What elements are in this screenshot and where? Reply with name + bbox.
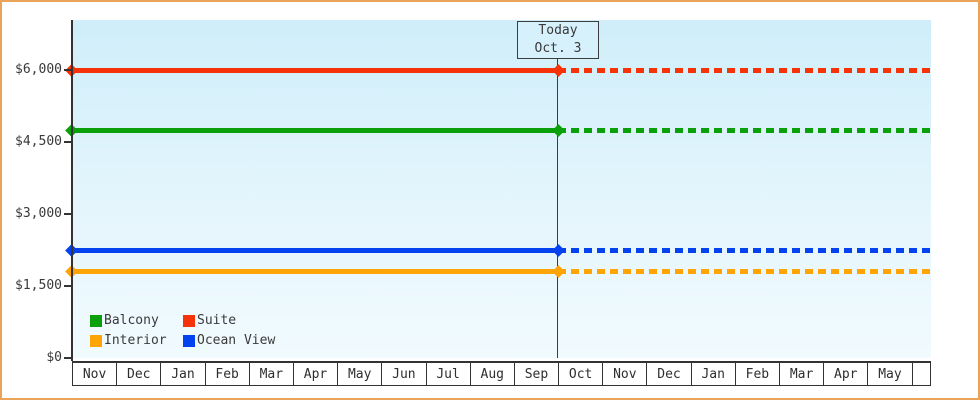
legend-swatch-suite bbox=[183, 315, 195, 327]
price-marker-suite bbox=[551, 63, 565, 77]
x-axis-month: Apr bbox=[294, 363, 339, 385]
y-axis-tick-mark bbox=[64, 285, 72, 287]
price-marker-ocean-view bbox=[551, 243, 565, 257]
x-axis-month: Jan bbox=[692, 363, 736, 385]
price-line-suite-future bbox=[558, 67, 931, 73]
today-label-line2: Oct. 3 bbox=[534, 41, 582, 56]
legend-swatch-balcony bbox=[90, 315, 102, 327]
x-axis-month: Apr bbox=[824, 363, 869, 385]
y-axis-tick-mark bbox=[64, 69, 72, 71]
y-axis-tick-label: $0 bbox=[46, 350, 62, 365]
x-axis-month: May bbox=[868, 363, 913, 385]
y-axis-tick-label: $6,000 bbox=[15, 62, 62, 77]
today-vertical-line bbox=[557, 59, 558, 358]
legend-swatch-interior bbox=[90, 335, 102, 347]
price-marker-interior bbox=[551, 265, 565, 278]
y-axis-tick-mark bbox=[64, 357, 72, 359]
x-axis-month: Feb bbox=[736, 363, 780, 385]
x-axis-month: Aug bbox=[471, 363, 515, 385]
x-axis-month: Dec bbox=[647, 363, 692, 385]
x-axis-month: Dec bbox=[117, 363, 162, 385]
x-axis-month: Mar bbox=[250, 363, 294, 385]
x-axis-month: Jul bbox=[427, 363, 471, 385]
legend-item-ocean-view: Ocean View bbox=[183, 334, 275, 348]
x-axis-month: Sep bbox=[515, 363, 560, 385]
x-axis-month: Nov bbox=[73, 363, 118, 385]
legend-label: Interior bbox=[104, 333, 167, 348]
x-axis-month: Jan bbox=[161, 363, 206, 385]
x-axis-month: Feb bbox=[206, 363, 250, 385]
x-axis-month: Jun bbox=[382, 363, 427, 385]
today-label-line1: Today bbox=[538, 23, 578, 38]
price-line-ocean-view-future bbox=[558, 247, 931, 253]
x-axis-month: Oct bbox=[559, 363, 604, 385]
price-line-interior-past bbox=[73, 269, 558, 275]
price-marker-balcony bbox=[551, 123, 565, 137]
price-line-interior-future bbox=[558, 269, 931, 275]
legend-label: Suite bbox=[197, 313, 237, 328]
y-axis-tick-label: $1,500 bbox=[15, 278, 62, 293]
x-axis-month-row: Nov Dec Jan Feb Mar Apr May Jun Jul Aug Sep Oct Nov D… bbox=[72, 361, 931, 386]
y-axis-tick-label: $4,500 bbox=[15, 134, 62, 149]
plot-area bbox=[65, 20, 931, 358]
legend-swatch-ocean-view bbox=[183, 335, 195, 347]
y-axis-line bbox=[71, 20, 73, 361]
x-axis-month: Mar bbox=[780, 363, 825, 385]
today-label-box: Today Oct. 3 bbox=[517, 21, 599, 59]
x-axis-month: May bbox=[338, 363, 383, 385]
price-line-ocean-view-past bbox=[73, 247, 558, 253]
x-axis-month: Nov bbox=[603, 363, 648, 385]
y-axis-tick-label: $3,000 bbox=[15, 206, 62, 221]
y-axis-tick-mark bbox=[64, 141, 72, 143]
legend-item-interior: Interior bbox=[90, 334, 167, 348]
legend-label: Balcony bbox=[104, 313, 159, 328]
legend-item-balcony: Balcony bbox=[90, 314, 159, 328]
legend-item-suite: Suite bbox=[183, 314, 236, 328]
price-line-balcony-future bbox=[558, 127, 931, 133]
price-line-balcony-past bbox=[73, 127, 558, 133]
price-line-suite-past bbox=[73, 67, 558, 73]
y-axis-tick-mark bbox=[64, 213, 72, 215]
legend-label: Ocean View bbox=[197, 333, 276, 348]
x-axis-filler-cell bbox=[913, 363, 931, 385]
